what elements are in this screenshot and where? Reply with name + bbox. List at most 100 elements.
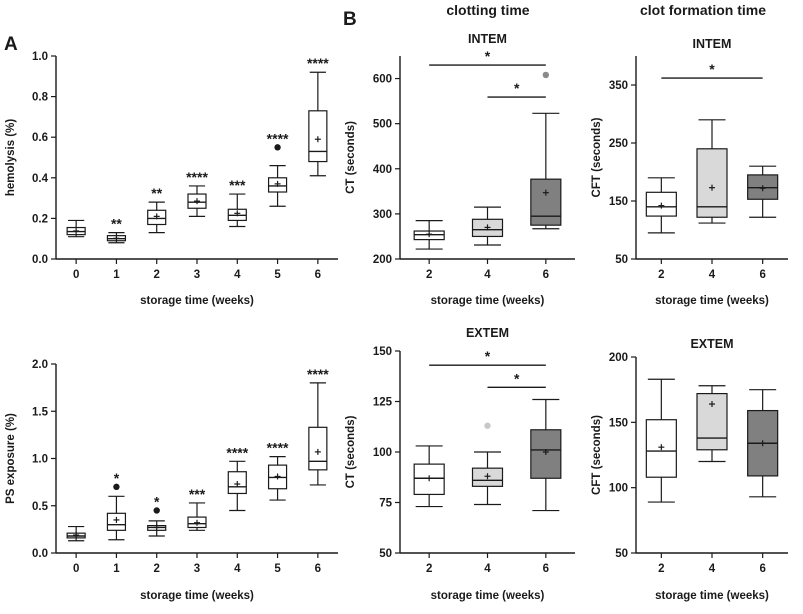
x-tick-label: 6 [759, 563, 765, 575]
x-tick-label: 4 [234, 269, 241, 281]
bracket-significance-label: * [514, 370, 520, 386]
box-6: **** [307, 55, 329, 177]
y-tick-label: 0.6 [32, 132, 48, 144]
bracket-significance-label: * [709, 61, 715, 77]
outlier-point [274, 144, 281, 151]
y-tick-label: 0.4 [32, 173, 49, 185]
y-tick-label: 100 [609, 483, 628, 495]
box-2 [645, 378, 677, 503]
y-axis-label: CFT (seconds) [591, 415, 603, 495]
box-iqr [308, 426, 328, 471]
x-tick-label: 0 [73, 563, 79, 575]
box-iqr [308, 110, 328, 163]
box-6 [747, 389, 779, 498]
y-tick-label: 1.0 [32, 454, 48, 466]
panel-title: INTEM [693, 37, 732, 51]
panel-b-label: B [343, 9, 357, 30]
significance-label: **** [307, 55, 329, 71]
y-tick-label: 1.5 [32, 406, 49, 418]
significance-label: *** [229, 177, 246, 193]
significance-label: **** [186, 169, 208, 185]
significance-label: * [114, 470, 120, 486]
y-tick-label: 600 [373, 74, 392, 86]
x-axis-label: storage time (weeks) [140, 590, 254, 602]
y-tick-label: 2.0 [32, 359, 48, 371]
x-tick-label: 4 [709, 269, 716, 281]
significance-label: ** [111, 216, 122, 232]
box-2: * [147, 493, 167, 537]
box-6: **** [307, 366, 329, 486]
chart-ps_exposure: 0.0 0.5 1.0 1.5 2.0 0 1 2 3 4 5 6 PS exposure (%) sto… [5, 359, 338, 602]
box-4 [696, 385, 728, 463]
x-tick-label: 2 [154, 269, 160, 281]
outlier-point [484, 422, 491, 429]
x-tick-label: 2 [426, 269, 432, 281]
x-axis-label: storage time (weeks) [655, 295, 769, 307]
column-title-clot-formation-time: clot formation time [640, 2, 766, 18]
box-4 [471, 206, 504, 246]
box-0 [66, 525, 86, 542]
y-axis-label: PS exposure (%) [5, 413, 17, 504]
y-tick-label: 150 [609, 417, 628, 429]
significance-label: *** [189, 486, 206, 502]
y-tick-label: 200 [609, 352, 628, 364]
x-tick-label: 4 [709, 563, 716, 575]
x-tick-label: 0 [73, 269, 79, 281]
box-0 [66, 219, 86, 238]
x-tick-label: 4 [484, 563, 491, 575]
x-tick-label: 5 [274, 269, 281, 281]
y-tick-label: 50 [379, 548, 392, 560]
x-tick-label: 6 [315, 563, 321, 575]
bracket-significance-label: * [485, 348, 491, 364]
y-tick-label: 350 [609, 80, 628, 92]
outlier-point [113, 483, 120, 491]
box-3: **** [186, 169, 208, 217]
box-3: *** [187, 486, 207, 531]
x-tick-label: 4 [234, 563, 241, 575]
panel-title: INTEM [468, 32, 507, 46]
y-tick-label: 125 [373, 397, 393, 409]
chart-hemolysis: 0.0 0.2 0.4 0.6 0.8 1.0 0 1 2 3 4 5 6 hemolysis (%) st… [5, 51, 338, 307]
outlier-point [542, 71, 550, 79]
box-5: **** [267, 440, 289, 501]
y-tick-label: 0.2 [32, 213, 48, 225]
x-tick-label: 4 [484, 269, 491, 281]
y-tick-label: 0.8 [32, 92, 49, 104]
x-tick-label: 2 [658, 269, 664, 281]
chart-ct_intem: 200 300 400 500 600 2 4 6 CT (seconds) storage ti… [345, 32, 575, 307]
box-6 [747, 165, 779, 218]
x-tick-label: 6 [543, 269, 549, 281]
y-tick-label: 1.0 [32, 51, 48, 63]
significance-label: **** [267, 440, 289, 456]
bracket-significance-label: * [485, 48, 491, 64]
y-tick-label: 0.0 [32, 548, 48, 560]
x-axis-label: storage time (weeks) [655, 590, 769, 602]
significance-label: **** [226, 444, 248, 460]
box-1: * [106, 470, 127, 541]
x-axis-label: storage time (weeks) [431, 295, 545, 307]
panel-a-label: A [4, 34, 18, 55]
panel-title: EXTEM [690, 337, 733, 351]
y-tick-label: 150 [373, 346, 392, 358]
x-tick-label: 6 [315, 269, 321, 281]
box-4 [696, 119, 728, 224]
chart-ct_extem: 50 75 100 125 150 2 4 6 CT (seconds) storage time… [345, 326, 575, 602]
chart-cft_intem: 50 150 250 350 2 4 6 CFT (seconds) storage time … [591, 37, 788, 307]
box-iqr [530, 178, 562, 226]
y-tick-label: 300 [373, 209, 392, 221]
y-tick-label: 0.0 [32, 254, 48, 266]
x-tick-label: 1 [113, 563, 120, 575]
y-tick-label: 400 [373, 164, 392, 176]
box-4: *** [227, 177, 247, 228]
significance-label: * [154, 493, 160, 509]
significance-label: ** [151, 185, 162, 201]
y-axis-label: CFT (seconds) [591, 117, 603, 197]
box-4: **** [226, 444, 249, 512]
box-iqr [696, 148, 728, 218]
y-axis-label: CT (seconds) [345, 415, 357, 488]
y-axis-label: CT (seconds) [345, 121, 357, 194]
y-axis-label: hemolysis (%) [5, 119, 17, 196]
panel-title: EXTEM [466, 326, 509, 340]
